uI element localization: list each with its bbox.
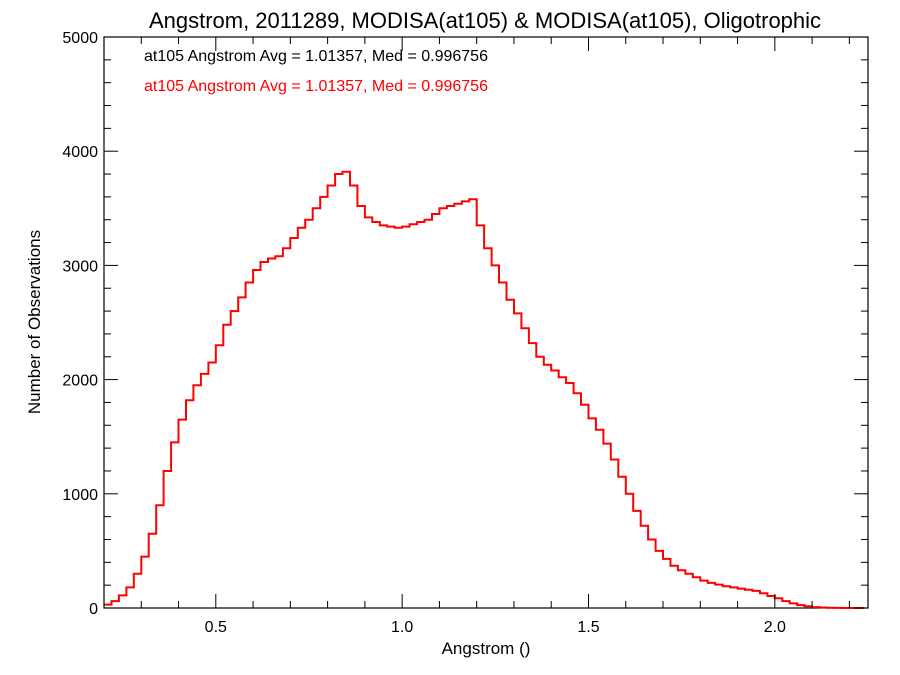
x-tick-label: 0.5: [205, 619, 227, 636]
y-tick-label: 5000: [62, 30, 98, 47]
plot-area: 0.5 1.0 1.5 2.0 0 1000 2000 3000 4000 5000: [62, 30, 869, 636]
y-axis-ticks: 0 1000 2000 3000 4000 5000: [62, 30, 868, 618]
y-axis-label: Number of Observations: [25, 230, 44, 414]
y-tick-label: 2000: [62, 373, 98, 390]
x-tick-label: 1.0: [391, 619, 413, 636]
y-tick-label: 3000: [62, 258, 98, 275]
annotation-black: at105 Angstrom Avg = 1.01357, Med = 0.99…: [144, 48, 488, 65]
annotation-red: at105 Angstrom Avg = 1.01357, Med = 0.99…: [144, 78, 488, 95]
y-tick-label: 0: [89, 601, 98, 618]
x-axis-ticks: 0.5 1.0 1.5 2.0: [103, 37, 850, 636]
y-tick-label: 4000: [62, 144, 98, 161]
x-axis-label: Angstrom (): [442, 639, 531, 658]
series-layer: [104, 170, 865, 609]
chart-title: Angstrom, 2011289, MODISA(at105) & MODIS…: [149, 8, 821, 33]
x-tick-label: 2.0: [764, 619, 786, 636]
y-tick-label: 1000: [62, 487, 98, 504]
plot-frame: [103, 36, 869, 609]
x-tick-label: 1.5: [577, 619, 599, 636]
histogram-series-line: [104, 170, 865, 609]
